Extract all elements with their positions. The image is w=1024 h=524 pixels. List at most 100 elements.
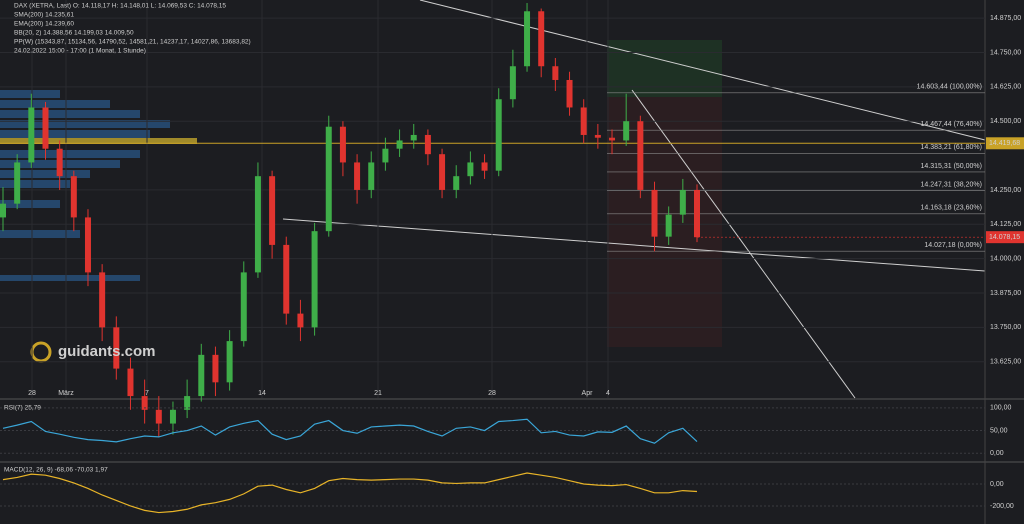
poc-label: 14.419,68 — [989, 140, 1020, 147]
trendline — [631, 89, 856, 399]
watermark: guidants.com — [58, 343, 156, 360]
volume-poc — [0, 138, 197, 144]
y-tick-label: 14.875,00 — [990, 15, 1021, 22]
x-tick-label: 21 — [374, 390, 382, 397]
y-tick-label: 100,00 — [990, 405, 1012, 412]
trendline — [419, 0, 986, 141]
fib-label: 14.163,18 (23,60%) — [921, 205, 983, 212]
header-line: DAX (XETRA, Last) O: 14.118,17 H: 14.148… — [14, 3, 226, 10]
candle-body — [141, 396, 148, 410]
candle-body — [155, 409, 162, 424]
candle-body — [410, 134, 417, 141]
y-tick-label: 13.750,00 — [990, 324, 1021, 331]
candle-body — [311, 231, 318, 328]
candle-body — [679, 189, 686, 215]
x-tick-label: 28 — [488, 390, 496, 397]
fib-label: 14.383,21 (61,80%) — [921, 144, 983, 151]
candle-body — [623, 121, 630, 141]
fib-label: 14.603,44 (100,00%) — [917, 84, 982, 91]
candle-body — [566, 79, 573, 108]
candle-body — [254, 176, 261, 273]
candle-body — [651, 189, 658, 237]
y-tick-label: 14.625,00 — [990, 84, 1021, 91]
candle-body — [212, 354, 219, 383]
candle-body — [524, 11, 531, 67]
fib-label: 14.247,31 (38,20%) — [921, 182, 983, 189]
candle-body — [269, 176, 276, 245]
fib-zone-green — [607, 40, 722, 97]
y-tick-label: -200,00 — [990, 503, 1014, 510]
candle-body — [495, 99, 502, 171]
candle-body — [354, 162, 361, 190]
candle-body — [226, 341, 233, 383]
candle-body — [637, 121, 644, 190]
y-tick-label: 50,00 — [990, 427, 1008, 434]
trendline — [282, 218, 986, 272]
candle-body — [84, 217, 91, 273]
rsi-name: RSI(7) 25,79 — [4, 405, 41, 412]
candle-body — [481, 162, 488, 171]
y-tick-label: 14.000,00 — [990, 255, 1021, 262]
volume-profile — [0, 90, 170, 281]
y-tick-label: 13.875,00 — [990, 290, 1021, 297]
x-tick-label: 14 — [258, 390, 266, 397]
candle-body — [538, 11, 545, 67]
candle-body — [424, 134, 431, 155]
x-tick-label: März — [58, 390, 74, 397]
fib-label: 14.315,31 (50,00%) — [921, 163, 983, 170]
candle-body — [368, 162, 375, 190]
y-tick-label: 14.125,00 — [990, 221, 1021, 228]
x-tick-label: 28 — [28, 390, 36, 397]
header-line: PP(W) (15343,87, 15134,56, 14790,52, 145… — [14, 39, 251, 46]
header-line: SMA(200) 14.235,61 — [14, 12, 74, 19]
y-tick-label: 13.625,00 — [990, 359, 1021, 366]
header-line: BB(20, 2) 14.388,56 14.199,03 14.009,50 — [14, 30, 134, 37]
header-line: 24.02.2022 15:00 - 17:00 (1 Monat, 1 Stu… — [14, 48, 146, 55]
candle-body — [283, 244, 290, 314]
rsi-line — [2, 418, 698, 444]
candle-body — [467, 162, 474, 177]
candle-body — [297, 313, 304, 328]
candle-body — [396, 140, 403, 149]
candle-body — [453, 176, 460, 190]
y-tick-label: 0,00 — [990, 450, 1004, 457]
candle-body — [382, 148, 389, 163]
candle-body — [56, 148, 63, 177]
candle-body — [0, 203, 6, 218]
x-tick-label: 4 — [606, 390, 610, 397]
candle-body — [325, 126, 332, 232]
fib-label: 14.027,18 (0,00%) — [924, 242, 982, 249]
candle-body — [509, 66, 516, 100]
y-tick-label: 14.750,00 — [990, 49, 1021, 56]
candle-body — [694, 189, 700, 238]
candle-body — [580, 107, 587, 135]
header-line: EMA(200) 14.239,60 — [14, 21, 74, 28]
x-tick-label: 7 — [145, 390, 149, 397]
poc-badge — [986, 137, 1024, 150]
y-tick-label: 0,00 — [990, 481, 1004, 488]
candle-body — [113, 327, 120, 369]
x-tick-label: Apr — [582, 390, 594, 397]
last-label: 14.078,15 — [989, 234, 1020, 241]
macd-line — [2, 472, 698, 514]
candle-body — [594, 134, 601, 138]
candle-body — [552, 66, 559, 80]
candle-body — [70, 176, 77, 218]
candle-body — [665, 214, 672, 237]
candle-body — [42, 107, 49, 149]
candle-body — [169, 409, 176, 424]
candle-body — [14, 162, 21, 204]
candle-body — [609, 137, 616, 141]
y-tick-label: 14.500,00 — [990, 118, 1021, 125]
candle-body — [127, 368, 134, 397]
candle-body — [28, 107, 35, 163]
candle-body — [99, 272, 106, 328]
y-tick-label: 14.250,00 — [990, 187, 1021, 194]
fib-label: 14.467,44 (76,40%) — [921, 121, 983, 128]
candle-body — [339, 126, 346, 163]
candle-body — [198, 354, 205, 397]
candle-body — [184, 396, 191, 410]
candle-body — [439, 154, 446, 190]
